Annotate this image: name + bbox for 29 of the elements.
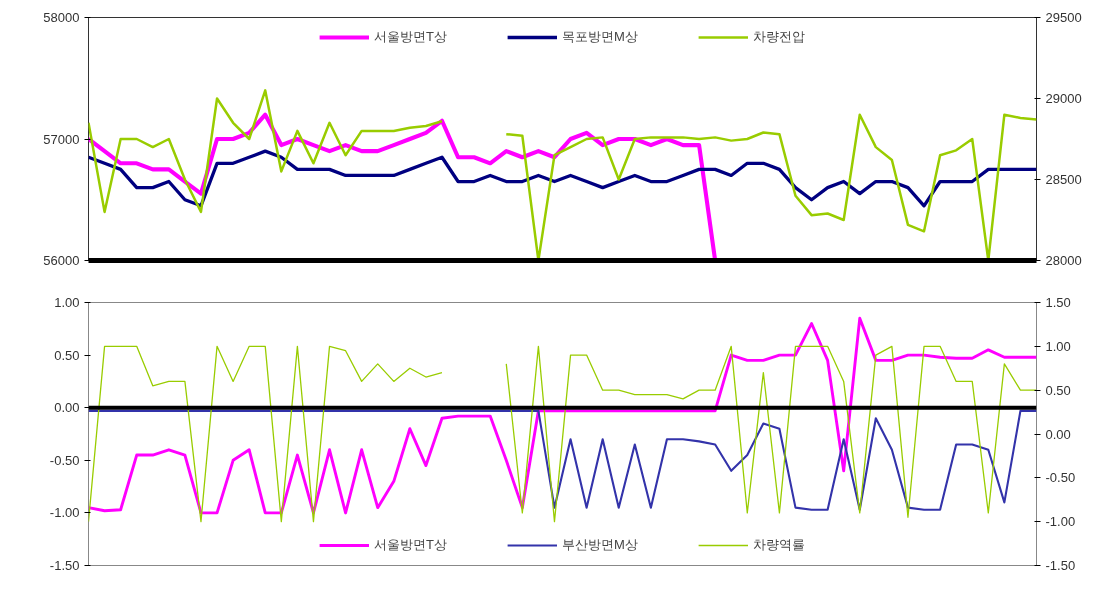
legend-label: 서울방면T상 bbox=[374, 28, 448, 46]
y-tick-label: 58000 bbox=[43, 10, 80, 25]
y-tick-label: -1.00 bbox=[49, 505, 80, 521]
y-tick-label: 0.50 bbox=[54, 347, 80, 363]
legend-label: 서울방면T상 bbox=[374, 536, 448, 554]
y2-tick-label: 0.50 bbox=[1045, 382, 1071, 398]
y-tick-label: 57000 bbox=[43, 131, 80, 147]
line-series bbox=[88, 149, 1037, 208]
y-tick-label: 56000 bbox=[43, 253, 80, 268]
y2-tick-label: -0.50 bbox=[1045, 470, 1076, 486]
legend-label: 목포방면M상 bbox=[562, 28, 638, 46]
y2-tick-label: 29500 bbox=[1045, 10, 1082, 25]
line-series bbox=[88, 409, 1037, 511]
y-tick-label: -0.50 bbox=[49, 452, 80, 468]
legend-label: 차량역률 bbox=[752, 536, 805, 554]
y2-tick-label: 29000 bbox=[1045, 91, 1082, 106]
line-series bbox=[88, 316, 1037, 515]
y2-tick-label: -1.50 bbox=[1045, 558, 1076, 573]
y2-tick-label: 1.00 bbox=[1045, 338, 1071, 354]
y2-tick-label: 1.50 bbox=[1045, 295, 1071, 310]
y-tick-label: -1.50 bbox=[49, 558, 80, 573]
legend-label: 차량전압 bbox=[752, 28, 805, 46]
y2-tick-label: -1.00 bbox=[1045, 514, 1076, 530]
y-tick-label: 1.00 bbox=[54, 295, 80, 310]
y2-tick-label: 0.00 bbox=[1045, 426, 1071, 442]
y2-tick-label: 28000 bbox=[1045, 253, 1082, 268]
y-tick-label: 0.00 bbox=[54, 400, 80, 416]
legend-label: 부산방면M상 bbox=[562, 536, 638, 554]
y2-tick-label: 28500 bbox=[1045, 172, 1082, 187]
